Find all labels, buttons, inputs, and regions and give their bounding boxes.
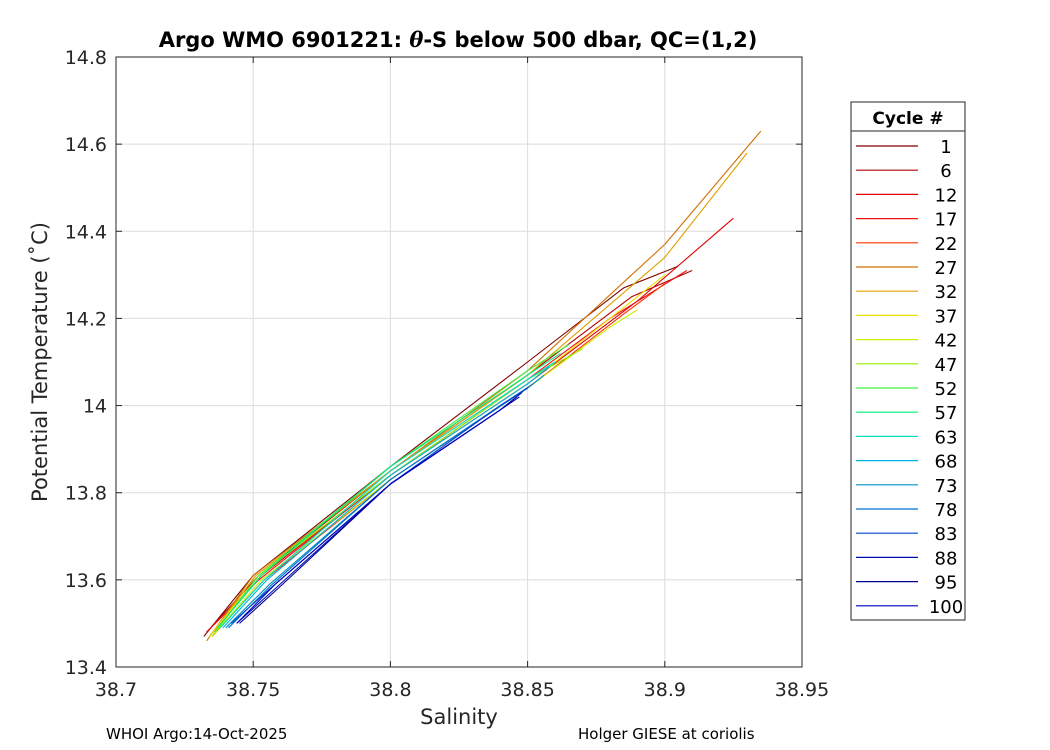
legend-title: Cycle # — [872, 109, 943, 129]
legend-label: 95 — [935, 573, 958, 594]
series-line-cycle-57 — [217, 352, 561, 629]
x-axis-label: Salinity — [420, 705, 498, 729]
legend-label: 27 — [935, 258, 958, 279]
y-tick-label: 14.6 — [65, 134, 107, 156]
series-line-cycle-63 — [219, 361, 556, 629]
legend-label: 42 — [935, 331, 958, 352]
y-tick-label: 14 — [83, 396, 107, 418]
legend-entries: 1 6 12 17 22 27 32 37 42 47 52 57 63 68 73 78 83 88 95 100 — [856, 137, 963, 618]
series-line-cycle-32 — [208, 152, 748, 637]
legend-label: 78 — [935, 500, 958, 521]
x-tick-label: 38.95 — [775, 679, 829, 701]
footer-credit: Holger GIESE at coriolis — [578, 725, 755, 743]
x-tick-label: 38.75 — [226, 679, 280, 701]
y-tick-label: 13.8 — [65, 483, 107, 505]
legend-label: 1 — [940, 137, 951, 158]
y-tick-label: 14.4 — [65, 221, 107, 243]
legend-label: 37 — [935, 306, 958, 327]
x-tick-label: 38.8 — [369, 679, 411, 701]
legend: Cycle # 1 6 12 17 22 27 32 37 42 47 52 57 63 68 73 78 83… — [850, 101, 966, 621]
legend-label: 88 — [935, 548, 958, 569]
footer-source: WHOI Argo:14-Oct-2025 — [106, 725, 288, 743]
legend-label: 22 — [935, 234, 958, 255]
x-tick-label: 38.9 — [644, 679, 686, 701]
legend-label: 63 — [935, 427, 958, 448]
legend-label: 47 — [935, 355, 958, 376]
legend-label: 17 — [935, 210, 958, 231]
legend-label: 68 — [935, 452, 958, 473]
data-lines — [203, 130, 762, 642]
chart-title: Argo WMO 6901221: θ-S below 500 dbar, QC… — [159, 27, 758, 52]
y-tick-label: 13.4 — [65, 657, 107, 679]
x-tick-label: 38.7 — [95, 679, 137, 701]
legend-label: 6 — [940, 161, 951, 182]
legend-label: 32 — [935, 282, 958, 303]
y-axis-label: Potential Temperature (˚C) — [28, 222, 52, 502]
plot-frame — [115, 56, 803, 668]
legend-label: 57 — [935, 403, 958, 424]
series-line-cycle-100 — [236, 396, 517, 624]
y-tick-label: 14.2 — [65, 308, 107, 330]
legend-label: 52 — [935, 379, 958, 400]
axis-ticks: 38.7 38.75 38.8 38.85 38.9 38.95 13.4 13.6 13.8 1… — [65, 47, 830, 701]
y-tick-label: 14.8 — [65, 47, 107, 69]
y-tick-label: 13.6 — [65, 570, 107, 592]
x-tick-label: 38.85 — [500, 679, 554, 701]
series-line-cycle-68 — [222, 365, 550, 629]
legend-label: 12 — [935, 185, 958, 206]
legend-label: 83 — [935, 524, 958, 545]
plot-area — [116, 57, 802, 667]
legend-label: 73 — [935, 476, 958, 497]
legend-label: 100 — [929, 597, 963, 618]
